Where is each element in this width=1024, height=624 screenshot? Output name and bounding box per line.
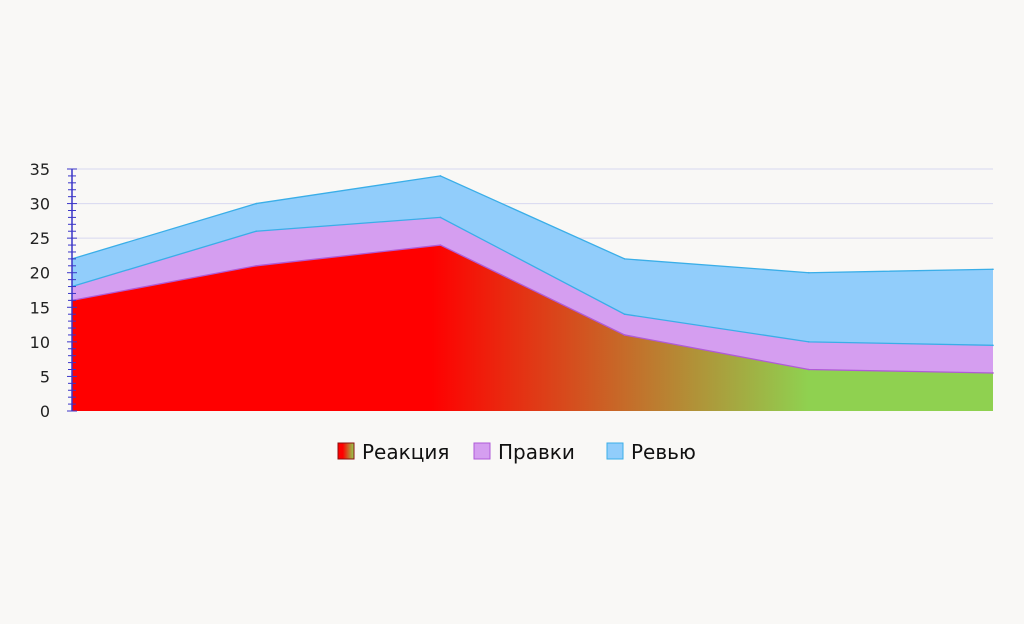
line-reaction [71, 244, 994, 374]
point-reaction-5 [808, 368, 810, 371]
area-reaction [72, 245, 993, 411]
point-reaction-6 [992, 372, 994, 374]
legend-swatch-edits [473, 442, 491, 460]
legend-label-review: Ревью [631, 440, 696, 464]
point-reaction-2 [255, 265, 257, 267]
point-reaction-4 [623, 334, 626, 336]
line-review [71, 175, 994, 274]
point-review-6 [992, 268, 994, 271]
point-review-3 [439, 175, 442, 177]
y-tick-label-30: 30 [30, 195, 50, 214]
y-tick-label-5: 5 [40, 367, 50, 386]
point-reaction-3 [439, 244, 442, 246]
area-edits [72, 217, 993, 373]
legend-item-reaction: Реакция [337, 440, 449, 464]
y-tick-label-0: 0 [40, 402, 50, 421]
point-review-4 [623, 258, 626, 260]
legend-swatch-reaction [337, 442, 355, 460]
legend-item-review: Ревью [606, 440, 696, 464]
y-tick-label-35: 35 [30, 160, 50, 179]
point-edits-5 [808, 341, 810, 343]
y-tick-label-10: 10 [30, 333, 50, 352]
point-edits-2 [255, 230, 257, 233]
point-review-5 [808, 271, 810, 274]
point-edits-3 [439, 216, 442, 219]
y-tick-label-15: 15 [30, 298, 50, 317]
y-tick-label-20: 20 [30, 264, 50, 283]
line-edits [71, 216, 994, 346]
point-edits-4 [623, 313, 626, 316]
point-edits-6 [992, 344, 994, 347]
plot-areas [71, 175, 994, 411]
legend-swatch-review [606, 442, 624, 460]
y-axis: 0 5 10 15 20 25 30 35 [30, 160, 77, 421]
point-review-2 [255, 202, 257, 205]
y-tick-label-25: 25 [30, 229, 50, 248]
legend-item-edits: Правки [473, 440, 575, 464]
legend-label-reaction: Реакция [362, 440, 449, 464]
area-review [72, 175, 993, 346]
legend: Реакция Правки Ревью [337, 440, 696, 464]
legend-label-edits: Правки [498, 440, 575, 464]
